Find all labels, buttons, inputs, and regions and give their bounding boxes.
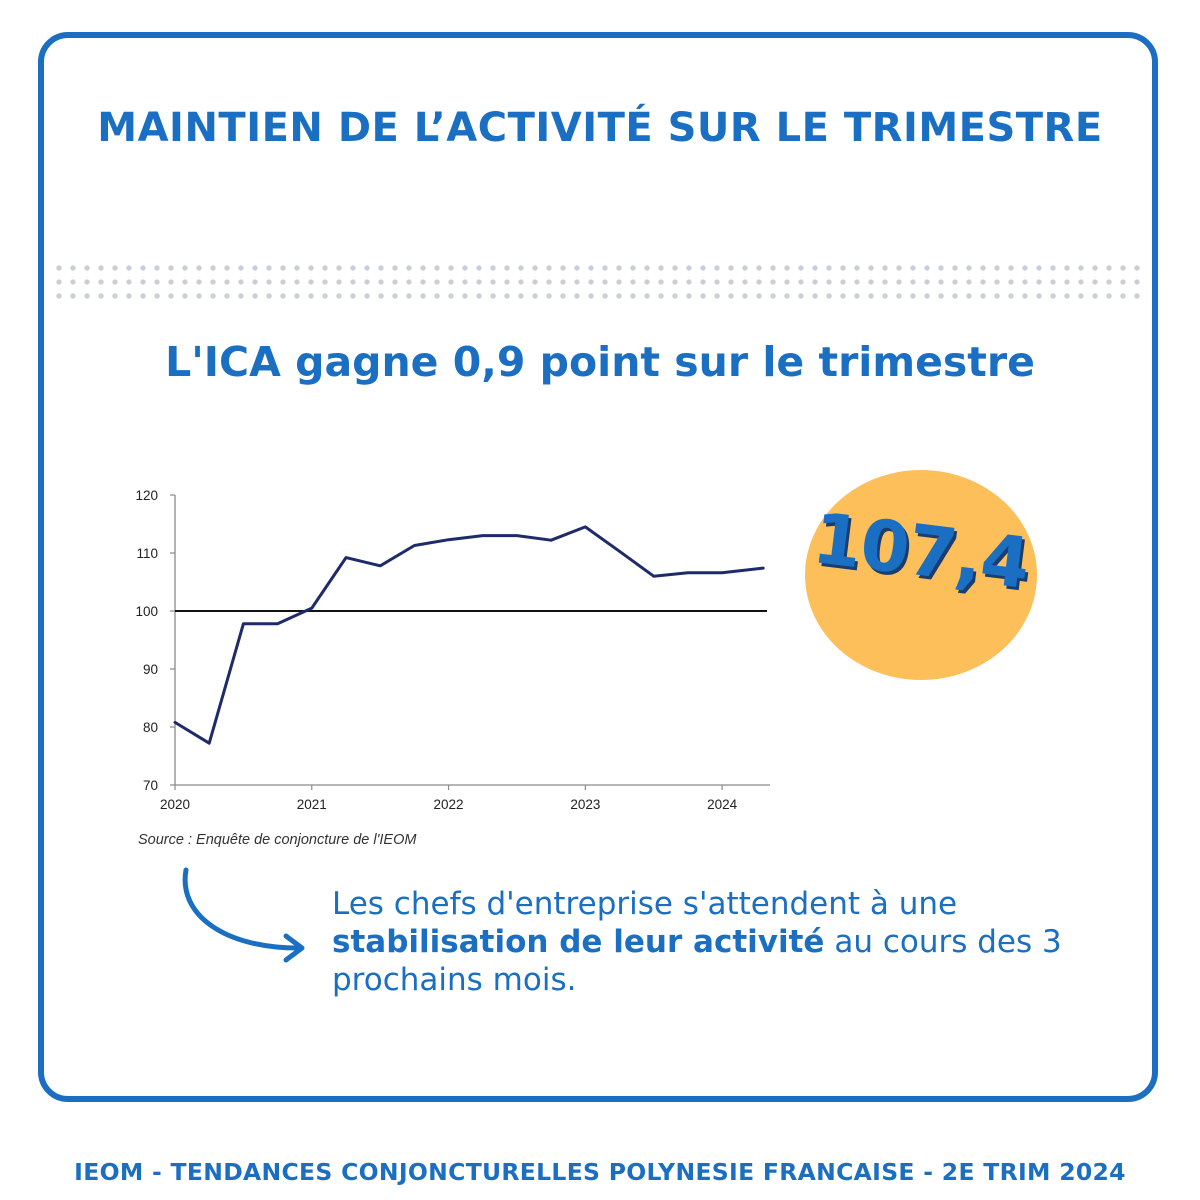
y-tick-label: 120 — [135, 488, 158, 503]
value-badge — [805, 470, 1037, 680]
x-tick-label: 2024 — [707, 797, 738, 812]
outlook-note-start: Les chefs d'entreprise s'attendent à une — [332, 886, 958, 922]
y-tick-label: 110 — [136, 546, 158, 561]
chart-source: Source : Enquête de conjoncture de l'IEO… — [138, 832, 417, 848]
x-tick-label: 2020 — [160, 797, 190, 812]
y-tick-label: 70 — [143, 778, 158, 793]
page-title: MAINTIEN DE L’ACTIVITÉ SUR LE TRIMESTRE — [97, 105, 1103, 151]
ica-series-line — [173, 525, 765, 745]
outlook-note-emphasis: stabilisation de leur activité — [332, 924, 825, 960]
footer-caption: IEOM - TENDANCES CONJONCTURELLES POLYNES… — [74, 1158, 1126, 1186]
x-tick-label: 2023 — [570, 797, 600, 812]
dotted-divider — [52, 261, 1148, 303]
outlook-note: Les chefs d'entreprise s'attendent à une… — [332, 885, 1092, 999]
ica-line-chart: 70 80 90 100 110 120 2020 2021 2022 2023 2024 — [135, 488, 770, 812]
outlook-note-end: au cours des 3 prochains mois. — [332, 924, 1062, 998]
x-tick-label: 2022 — [434, 797, 464, 812]
y-tick-label: 100 — [135, 604, 158, 619]
curved-arrow-icon — [182, 867, 305, 963]
y-tick-label: 80 — [143, 720, 158, 735]
x-tick-label: 2021 — [297, 797, 327, 812]
chart-subtitle: L'ICA gagne 0,9 point sur le trimestre — [165, 338, 1035, 386]
y-tick-label: 90 — [143, 662, 158, 677]
